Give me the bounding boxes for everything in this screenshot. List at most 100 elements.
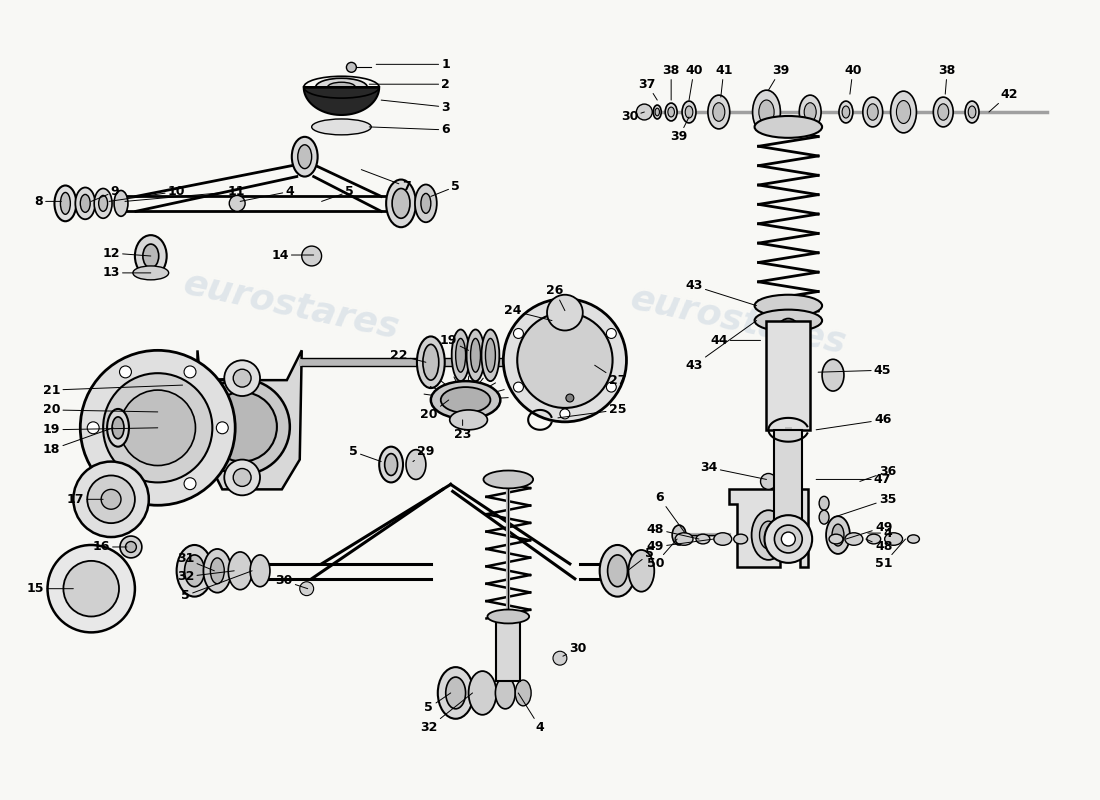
Bar: [496, 617, 520, 681]
Ellipse shape: [80, 194, 90, 212]
Text: 38: 38: [662, 64, 680, 100]
Ellipse shape: [713, 102, 725, 122]
Ellipse shape: [759, 100, 774, 124]
Ellipse shape: [668, 107, 674, 117]
Text: 49: 49: [846, 521, 892, 539]
Ellipse shape: [452, 330, 470, 381]
Ellipse shape: [292, 137, 318, 177]
Circle shape: [217, 422, 229, 434]
Ellipse shape: [891, 91, 916, 133]
Text: 27: 27: [595, 366, 626, 386]
Text: 26: 26: [547, 284, 565, 310]
Text: 5: 5: [627, 547, 653, 571]
Text: 50: 50: [647, 539, 678, 570]
Circle shape: [514, 382, 524, 392]
Ellipse shape: [653, 105, 661, 119]
Ellipse shape: [392, 189, 410, 218]
Ellipse shape: [210, 558, 224, 584]
Ellipse shape: [822, 359, 844, 391]
Text: 34: 34: [701, 461, 767, 479]
Text: 51: 51: [874, 539, 905, 570]
Ellipse shape: [422, 344, 439, 380]
Ellipse shape: [450, 410, 487, 430]
Text: 43: 43: [685, 279, 757, 306]
Circle shape: [764, 515, 812, 563]
Ellipse shape: [485, 338, 495, 372]
Circle shape: [606, 382, 616, 392]
Ellipse shape: [862, 97, 882, 127]
Text: 16: 16: [92, 541, 126, 554]
Ellipse shape: [133, 266, 168, 280]
Ellipse shape: [415, 185, 437, 222]
Circle shape: [120, 478, 131, 490]
Circle shape: [517, 313, 613, 408]
Text: 42: 42: [989, 88, 1018, 112]
Circle shape: [301, 246, 321, 266]
Text: 1: 1: [376, 58, 450, 71]
Ellipse shape: [60, 193, 70, 214]
Text: 41: 41: [715, 64, 733, 97]
Circle shape: [781, 532, 795, 546]
Ellipse shape: [446, 677, 465, 709]
Circle shape: [47, 545, 135, 632]
Ellipse shape: [755, 294, 822, 317]
Text: 6: 6: [654, 491, 685, 533]
Bar: [774, 430, 802, 539]
Text: 4: 4: [518, 693, 544, 734]
Ellipse shape: [112, 417, 124, 438]
Text: 44: 44: [711, 334, 760, 347]
Ellipse shape: [95, 189, 112, 218]
Ellipse shape: [965, 101, 979, 123]
Circle shape: [299, 582, 314, 596]
Ellipse shape: [755, 116, 822, 138]
Ellipse shape: [682, 101, 696, 123]
Ellipse shape: [469, 671, 496, 714]
Ellipse shape: [484, 470, 534, 488]
Text: 35: 35: [834, 493, 896, 517]
Text: 18: 18: [43, 428, 113, 456]
Circle shape: [101, 490, 121, 510]
Text: 30: 30: [563, 642, 586, 656]
Ellipse shape: [204, 549, 231, 593]
Ellipse shape: [804, 102, 816, 122]
Text: 32: 32: [177, 570, 234, 583]
Text: 38: 38: [938, 64, 956, 94]
Circle shape: [208, 392, 277, 462]
Ellipse shape: [751, 510, 785, 560]
Circle shape: [103, 373, 212, 482]
Text: 48: 48: [647, 522, 698, 539]
Text: 40: 40: [685, 64, 703, 100]
Ellipse shape: [685, 106, 693, 118]
Ellipse shape: [487, 610, 529, 623]
Ellipse shape: [482, 330, 499, 381]
Polygon shape: [304, 87, 380, 115]
Ellipse shape: [933, 97, 954, 127]
Circle shape: [514, 329, 524, 338]
Circle shape: [774, 525, 802, 553]
Text: 9: 9: [91, 185, 120, 202]
Ellipse shape: [421, 194, 431, 214]
Text: 17: 17: [67, 493, 103, 506]
Ellipse shape: [884, 533, 902, 546]
Text: 5: 5: [182, 571, 252, 602]
Text: 39: 39: [671, 117, 689, 143]
Ellipse shape: [107, 409, 129, 446]
Circle shape: [120, 366, 131, 378]
Ellipse shape: [438, 667, 473, 718]
Text: 49: 49: [647, 539, 714, 554]
Text: 2: 2: [370, 78, 450, 90]
Ellipse shape: [672, 525, 686, 545]
Circle shape: [504, 298, 627, 422]
Ellipse shape: [471, 338, 481, 372]
Circle shape: [560, 409, 570, 419]
Text: 5: 5: [431, 180, 460, 197]
Ellipse shape: [714, 533, 732, 546]
Text: 3: 3: [382, 100, 450, 114]
Circle shape: [637, 104, 652, 120]
Text: 8: 8: [34, 195, 62, 208]
Ellipse shape: [431, 381, 500, 419]
Ellipse shape: [908, 535, 920, 543]
Ellipse shape: [75, 187, 96, 219]
Text: 25: 25: [558, 403, 626, 418]
Ellipse shape: [417, 337, 444, 388]
